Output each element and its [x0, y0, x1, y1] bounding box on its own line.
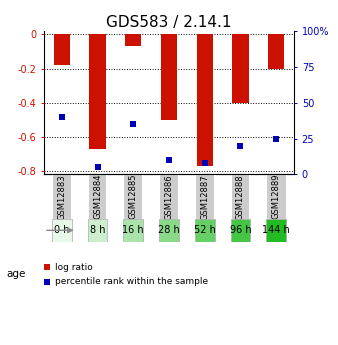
- Bar: [195, 219, 215, 242]
- Title: GDS583 / 2.14.1: GDS583 / 2.14.1: [106, 15, 232, 30]
- Bar: [88, 219, 107, 242]
- Bar: [268, 34, 284, 69]
- Bar: [233, 34, 248, 103]
- Text: GSM12889: GSM12889: [272, 174, 281, 219]
- Text: percentile rank within the sample: percentile rank within the sample: [55, 277, 208, 286]
- Bar: [123, 219, 143, 242]
- Text: GSM12886: GSM12886: [165, 174, 173, 219]
- Bar: [90, 34, 105, 149]
- Text: GSM12885: GSM12885: [129, 174, 138, 219]
- Bar: [266, 219, 286, 242]
- Bar: [123, 174, 143, 219]
- Text: 144 h: 144 h: [262, 225, 290, 235]
- Text: GSM12888: GSM12888: [236, 174, 245, 219]
- Text: 8 h: 8 h: [90, 225, 105, 235]
- Text: log ratio: log ratio: [55, 263, 93, 272]
- Text: GSM12884: GSM12884: [93, 174, 102, 219]
- Bar: [231, 174, 250, 219]
- Bar: [266, 174, 286, 219]
- Bar: [52, 219, 72, 242]
- Bar: [197, 34, 213, 166]
- Text: 0 h: 0 h: [54, 225, 70, 235]
- Bar: [125, 34, 141, 46]
- Bar: [159, 219, 179, 242]
- Bar: [195, 174, 215, 219]
- Bar: [159, 174, 179, 219]
- Text: 96 h: 96 h: [230, 225, 251, 235]
- Bar: [52, 174, 72, 219]
- Text: 52 h: 52 h: [194, 225, 216, 235]
- Bar: [231, 219, 250, 242]
- Text: 28 h: 28 h: [158, 225, 180, 235]
- Text: 16 h: 16 h: [122, 225, 144, 235]
- Bar: [54, 34, 70, 65]
- Bar: [88, 174, 107, 219]
- Text: GSM12883: GSM12883: [57, 174, 66, 219]
- Text: GSM12887: GSM12887: [200, 174, 209, 219]
- Text: age: age: [7, 269, 26, 279]
- Bar: [161, 34, 177, 120]
